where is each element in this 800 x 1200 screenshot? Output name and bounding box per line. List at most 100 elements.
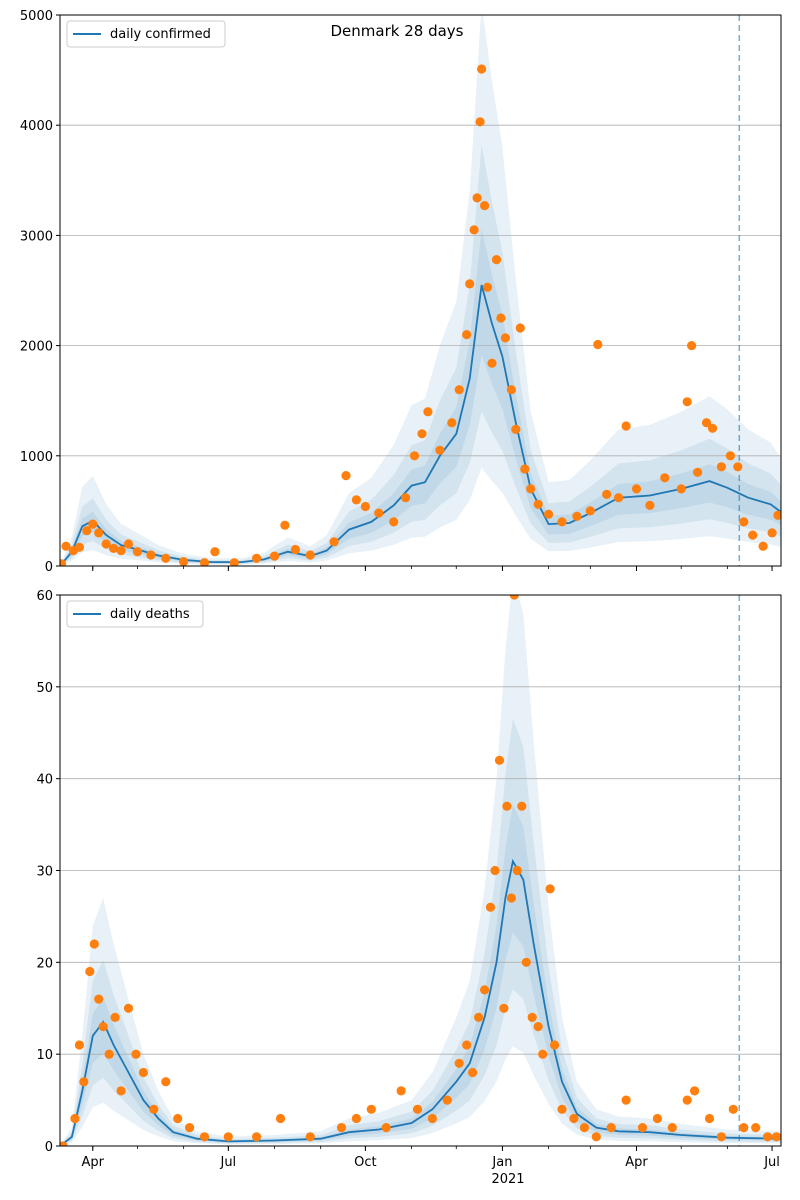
observed-point [773, 510, 781, 520]
observed-point [544, 509, 554, 519]
observed-point [374, 508, 384, 518]
observed-point [89, 939, 99, 949]
observed-point [252, 1132, 262, 1142]
observed-point [652, 1113, 663, 1124]
observed-point [667, 1123, 677, 1133]
observed-point [477, 64, 487, 74]
observed-point [138, 1067, 148, 1078]
observed-point [131, 1049, 141, 1059]
observed-point [485, 902, 496, 912]
legend-box [66, 600, 204, 628]
observed-point [94, 994, 104, 1004]
observed-point [185, 1123, 195, 1133]
confirmed-panel: 0 1000 2000 3000 4000 5000 daily confirmed De… [20, 9, 782, 575]
observed-point [173, 1113, 183, 1124]
observed-point [506, 385, 516, 395]
observed-point [94, 528, 104, 538]
observed-point [389, 517, 399, 527]
y-tick-label: 4000 [20, 119, 53, 134]
observed-point [427, 1113, 437, 1124]
x-tick-label: Jul [763, 1155, 780, 1170]
y-tick-label: 5000 [20, 9, 53, 24]
y-tick-label: 1000 [20, 450, 53, 465]
observed-point [290, 544, 300, 555]
observed-point [682, 397, 692, 407]
observed-point [305, 1132, 315, 1142]
y-tick-label: 60 [36, 589, 53, 604]
observed-point [645, 500, 655, 510]
observed-point [499, 1003, 509, 1013]
observed-point [585, 506, 595, 516]
observed-point [621, 421, 631, 431]
observed-point [149, 1104, 159, 1114]
y-tick-label: 10 [36, 1048, 53, 1063]
figure-title: Denmark 28 days [331, 22, 464, 40]
observed-point [223, 1132, 233, 1142]
observed-point [704, 1113, 715, 1124]
median-line-path [60, 284, 781, 566]
observed-point [606, 1123, 616, 1133]
observed-point [329, 537, 339, 547]
observed-point [739, 1123, 749, 1133]
observed-point [557, 517, 567, 527]
confirmed-uncertainty-bands [60, 15, 781, 566]
observed-point [557, 1104, 567, 1114]
deaths-median-line [60, 858, 781, 1146]
observed-point [739, 517, 749, 527]
observed-point [496, 313, 506, 323]
observed-point [521, 957, 531, 967]
observed-point [305, 550, 315, 560]
observed-point [116, 1086, 126, 1096]
observed-point [85, 966, 95, 977]
observed-point [482, 282, 493, 292]
observed-point [701, 418, 712, 428]
median-line-path [60, 858, 781, 1146]
observed-point [533, 1022, 543, 1032]
y-tick-label: 0 [45, 1140, 53, 1155]
observed-point [690, 1086, 700, 1096]
observed-point [132, 547, 143, 557]
observed-point [435, 445, 445, 455]
observed-point [472, 193, 482, 203]
observed-point [526, 484, 536, 494]
observed-point [412, 1104, 423, 1114]
observed-point [707, 423, 718, 433]
year-label: 2021 [491, 1172, 524, 1187]
observed-point [725, 451, 736, 461]
observed-point [579, 1123, 590, 1133]
observed-point [621, 1095, 631, 1105]
observed-point [506, 893, 516, 903]
observed-point [454, 1058, 464, 1068]
uncertainty-band-1 [60, 595, 781, 1146]
observed-point [593, 339, 603, 350]
observed-point [462, 1040, 472, 1050]
observed-point [123, 1003, 134, 1013]
legend-entry-daily-confirmed: daily confirmed [110, 27, 211, 42]
deaths-legend: daily deaths [66, 600, 204, 628]
observed-point [101, 539, 111, 549]
confirmed-ticks: 0 1000 2000 3000 4000 5000 [20, 9, 773, 575]
observed-point [693, 467, 703, 477]
observed-point [538, 1049, 548, 1059]
observed-point [475, 117, 485, 127]
deaths-gridlines [60, 594, 781, 1147]
observed-point [109, 543, 119, 554]
observed-point [199, 558, 210, 566]
observed-point [676, 484, 686, 494]
observed-point [88, 519, 98, 529]
x-tick-label: Apr [82, 1155, 105, 1170]
observed-point [210, 547, 220, 557]
observed-point [602, 489, 612, 499]
observed-point [116, 546, 126, 556]
observed-point [82, 526, 92, 536]
observed-point [229, 558, 239, 566]
confirmed-legend: daily confirmed [66, 20, 226, 48]
uncertainty-band-2 [60, 719, 781, 1146]
uncertainty-band-3 [60, 228, 781, 566]
observed-point [423, 407, 433, 417]
observed-point [60, 559, 67, 566]
y-tick-label: 2000 [20, 340, 53, 355]
observed-point [462, 330, 472, 340]
observed-point [104, 1049, 114, 1059]
